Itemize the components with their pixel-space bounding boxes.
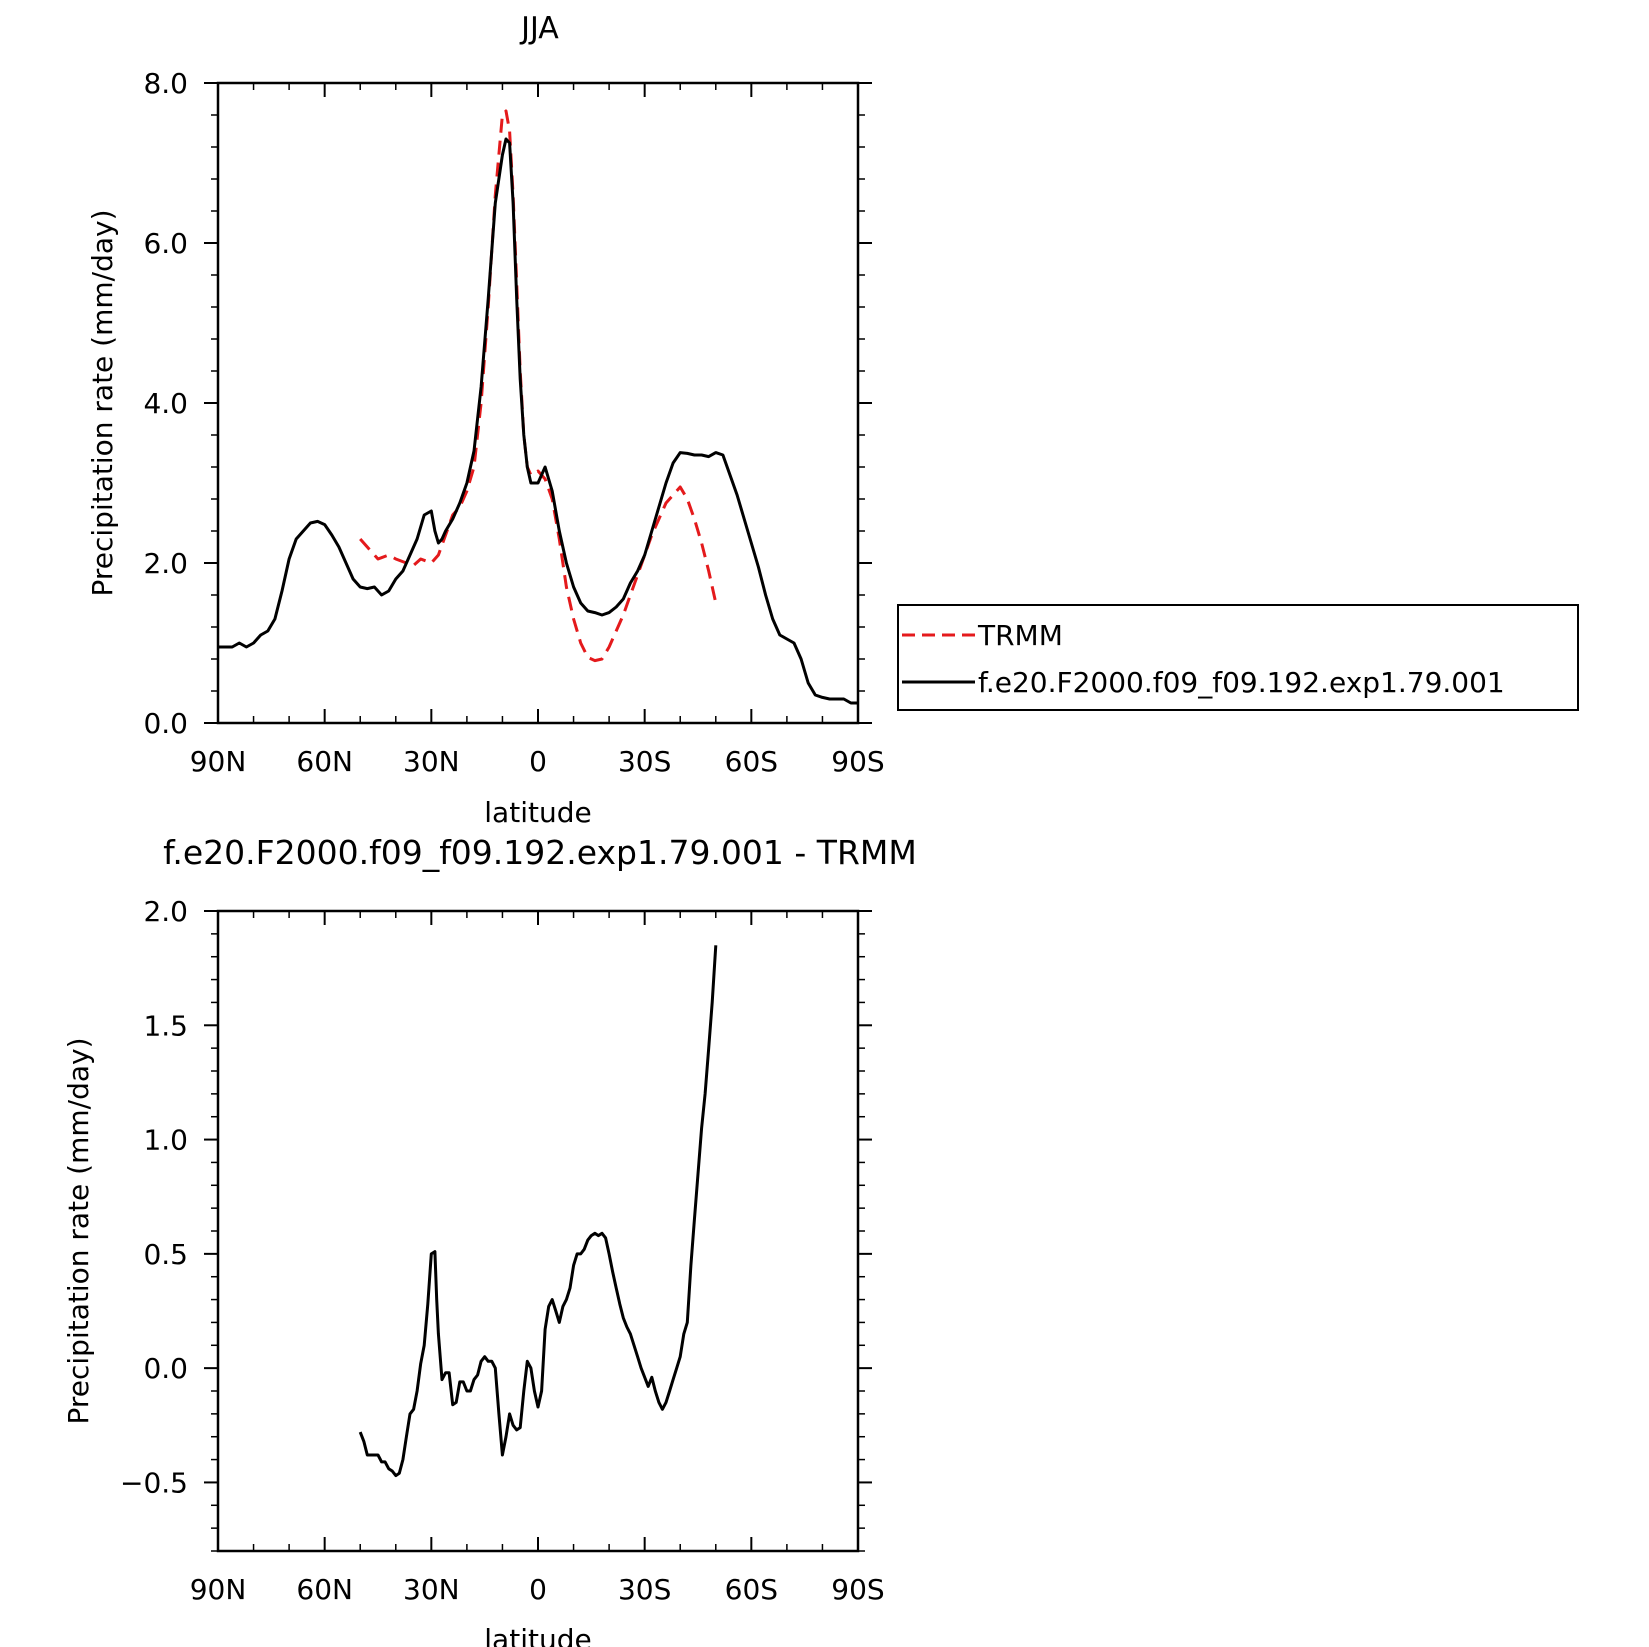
bottom-y-tick-label: −0.5 [120,1466,188,1499]
bottom-series-line-0 [358,945,718,1478]
legend: TRMM f.e20.F2000.f09_f09.192.exp1.79.001 [897,604,1579,711]
top-y-tick-label: 4.0 [143,387,188,420]
top-series [218,109,858,705]
top-x-tick-label: 30N [403,745,460,778]
bottom-x-tick-label: 60N [296,1573,353,1606]
bottom-x-tick-label: 30N [403,1573,460,1606]
bottom-x-tick-label: 90S [831,1573,884,1606]
top-x-axis-label: latitude [484,796,591,829]
top-ticks: 90N 60N 30N 0 30S 60S 90S 0.0 2.0 4.0 6.0 8.0 [143,67,884,778]
top-y-tick-label: 6.0 [143,227,188,260]
bottom-ticks: 90N 60N 30N 0 30S 60S 90S −0.5 0.0 0.5 1.0 1.5 2.0 [120,895,885,1606]
bottom-y-tick-label: 1.0 [143,1124,188,1157]
top-x-tick-label: 30S [618,745,671,778]
top-x-tick-label: 90N [190,745,247,778]
bottom-y-tick-label: 0.5 [143,1238,188,1271]
top-title: JJA [519,11,559,46]
legend-label-trmm: TRMM [977,619,1063,652]
top-x-tick-label: 60S [725,745,778,778]
top-x-tick-label: 90S [831,745,884,778]
top-series-line-0 [359,109,718,663]
bottom-x-tick-label: 0 [529,1573,547,1606]
top-y-tick-label: 8.0 [143,67,188,100]
top-y-tick-label: 2.0 [143,547,188,580]
bottom-y-axis-label: Precipitation rate (mm/day) [62,1037,95,1424]
top-x-tick-label: 60N [296,745,353,778]
bottom-series [358,945,718,1478]
top-series-line-1 [218,137,858,705]
bottom-title: f.e20.F2000.f09_f09.192.exp1.79.001 - TR… [163,833,917,872]
top-x-tick-label: 0 [529,745,547,778]
bottom-x-tick-label: 90N [190,1573,247,1606]
top-y-axis-label: Precipitation rate (mm/day) [86,209,119,596]
bottom-y-tick-label: 2.0 [143,895,188,928]
bottom-x-axis-label: latitude [484,1623,591,1647]
bottom-x-tick-label: 60S [725,1573,778,1606]
bottom-plot-frame [216,909,860,1553]
bottom-panel: f.e20.F2000.f09_f09.192.exp1.79.001 - TR… [62,833,917,1647]
top-plot-frame [216,81,860,725]
bottom-x-tick-label: 30S [618,1573,671,1606]
bottom-y-tick-label: 1.5 [143,1009,188,1042]
legend-box [897,604,1579,711]
legend-label-model: f.e20.F2000.f09_f09.192.exp1.79.001 [978,666,1505,699]
top-panel: JJA 90N 60N 30N 0 30S 60S 90S 0.0 2.0 4.0 6.0 8.0 l… [86,11,1579,829]
bottom-y-tick-label: 0.0 [143,1352,188,1385]
top-y-tick-label: 0.0 [143,707,188,740]
